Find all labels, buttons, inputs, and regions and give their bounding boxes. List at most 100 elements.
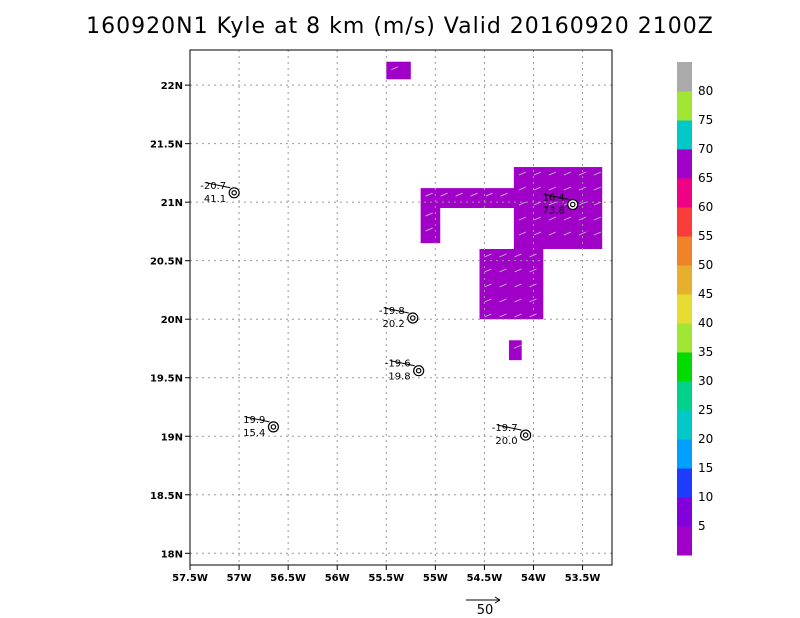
wind-vector bbox=[484, 298, 492, 303]
wind-barb bbox=[206, 182, 231, 189]
colorbar-segment bbox=[677, 526, 692, 556]
wind-vector bbox=[518, 216, 527, 221]
wind-vector bbox=[578, 171, 587, 176]
y-tick-label: 19N bbox=[161, 432, 183, 443]
wind-region bbox=[513, 167, 603, 249]
wind-vector bbox=[513, 344, 522, 349]
storm-marker: -19.7 20.0 bbox=[492, 423, 532, 447]
wind-vector bbox=[484, 283, 492, 288]
storm-label-top: -19.6 bbox=[385, 359, 411, 370]
colorbar-segment bbox=[677, 62, 692, 92]
reference-label: 50 bbox=[477, 603, 494, 618]
reference-vector: 50 bbox=[466, 596, 501, 618]
wind-vector bbox=[548, 201, 557, 206]
wind-vector bbox=[593, 186, 602, 191]
wind-vector bbox=[425, 212, 433, 217]
wind-vector bbox=[484, 268, 492, 273]
colorbar-segment bbox=[677, 497, 692, 527]
wind-vector bbox=[500, 192, 508, 197]
storm-symbol-inner bbox=[270, 424, 277, 430]
wind-vector bbox=[529, 268, 537, 273]
y-tick-label: 22N bbox=[161, 81, 183, 92]
storm-marker: 16.4 73.8 bbox=[542, 193, 579, 217]
wind-vector bbox=[499, 298, 507, 303]
wind-vector bbox=[514, 313, 522, 318]
colorbar-segment bbox=[677, 294, 692, 324]
storm-symbol-inner bbox=[231, 189, 237, 196]
storm-label-bottom: 15.4 bbox=[243, 428, 265, 439]
colorbar-segment bbox=[677, 352, 692, 382]
colorbar-label: 50 bbox=[698, 258, 713, 272]
wind-vector bbox=[518, 231, 527, 236]
wind-vector bbox=[529, 298, 537, 303]
wind-barb bbox=[384, 307, 409, 314]
wind-vector bbox=[499, 253, 507, 258]
wind-vector bbox=[514, 253, 522, 258]
colorbar-segment bbox=[677, 236, 692, 266]
wind-vector bbox=[484, 313, 492, 318]
wind-region bbox=[508, 340, 522, 361]
wind-vector bbox=[518, 201, 527, 206]
x-tick-label: 54W bbox=[521, 573, 546, 584]
y-tick-label: 21.5N bbox=[150, 140, 183, 151]
wind-vector bbox=[578, 231, 587, 236]
wind-vector bbox=[470, 192, 478, 197]
wind-vector bbox=[440, 192, 448, 197]
colorbar-label: 30 bbox=[698, 374, 713, 388]
colorbar-label: 35 bbox=[698, 345, 713, 359]
wind-vector bbox=[455, 192, 463, 197]
x-tick-label: 56.5W bbox=[270, 573, 306, 584]
colorbar-segment bbox=[677, 207, 692, 237]
wind-vector bbox=[533, 186, 542, 191]
y-tick-label: 21N bbox=[161, 198, 183, 209]
storm-label-top: -19.8 bbox=[379, 306, 405, 317]
colorbar-label: 75 bbox=[698, 113, 713, 127]
wind-vector bbox=[548, 186, 557, 191]
wind-barb bbox=[544, 194, 569, 200]
wind-vector bbox=[563, 171, 572, 176]
wind-vector bbox=[548, 231, 557, 236]
wind-vector bbox=[499, 313, 507, 318]
storm-label-top: -20.7 bbox=[200, 181, 226, 192]
storm-label-bottom: 41.1 bbox=[204, 194, 226, 205]
storm-symbol bbox=[267, 421, 280, 433]
storm-symbol-inner bbox=[415, 367, 422, 374]
wind-region bbox=[420, 188, 544, 209]
colorbar-segment bbox=[677, 439, 692, 469]
wind-vector bbox=[514, 268, 522, 273]
wind-vector bbox=[518, 186, 527, 191]
colorbar-segment bbox=[677, 178, 692, 208]
colorbar-label: 25 bbox=[698, 403, 713, 417]
wind-vector bbox=[484, 253, 492, 258]
axis-ticks: 57.5W 57W 56.5W 56W 55.5W 55W 54.5W 54W 53.5W 18N… bbox=[150, 81, 600, 584]
wind-barb bbox=[245, 416, 270, 423]
x-tick-label: 53.5W bbox=[565, 573, 601, 584]
colorbar-segment bbox=[677, 323, 692, 353]
storm-markers: -20.741.1 16.473.8-19.820.2-19.619.819.91… bbox=[200, 181, 579, 447]
wind-vector bbox=[563, 216, 572, 221]
storm-symbol bbox=[228, 187, 240, 199]
wind-vector bbox=[499, 268, 507, 273]
colorbar-label: 40 bbox=[698, 316, 713, 330]
colorbar: 5 10 15 20 25 30 35 40 45 50 55 60 65 70 75 80 bbox=[677, 62, 713, 556]
wind-vector bbox=[593, 231, 602, 236]
chart-title: 160920N1 Kyle at 8 km (m/s) Valid 201609… bbox=[86, 14, 714, 39]
storm-marker: -20.7 41.1 bbox=[200, 181, 240, 205]
colorbar-label: 70 bbox=[698, 142, 713, 156]
x-tick-label: 57W bbox=[227, 573, 252, 584]
wind-vector bbox=[593, 171, 602, 176]
storm-marker: 19.9 15.4 bbox=[243, 415, 280, 439]
x-tick-label: 54.5W bbox=[467, 573, 503, 584]
colorbar-label: 5 bbox=[698, 519, 706, 533]
y-tick-label: 18.5N bbox=[150, 491, 183, 502]
wind-vector bbox=[533, 171, 542, 176]
y-tick-label: 20N bbox=[161, 315, 183, 326]
y-tick-label: 18N bbox=[161, 549, 183, 560]
colorbar-label: 15 bbox=[698, 461, 713, 475]
storm-marker: -19.6 19.8 bbox=[385, 359, 425, 383]
colorbar-segment bbox=[677, 468, 692, 498]
colorbar-segment bbox=[677, 91, 692, 121]
colorbar-label: 55 bbox=[698, 229, 713, 243]
wind-vector bbox=[548, 171, 557, 176]
storm-label-bottom: 19.8 bbox=[388, 372, 410, 383]
